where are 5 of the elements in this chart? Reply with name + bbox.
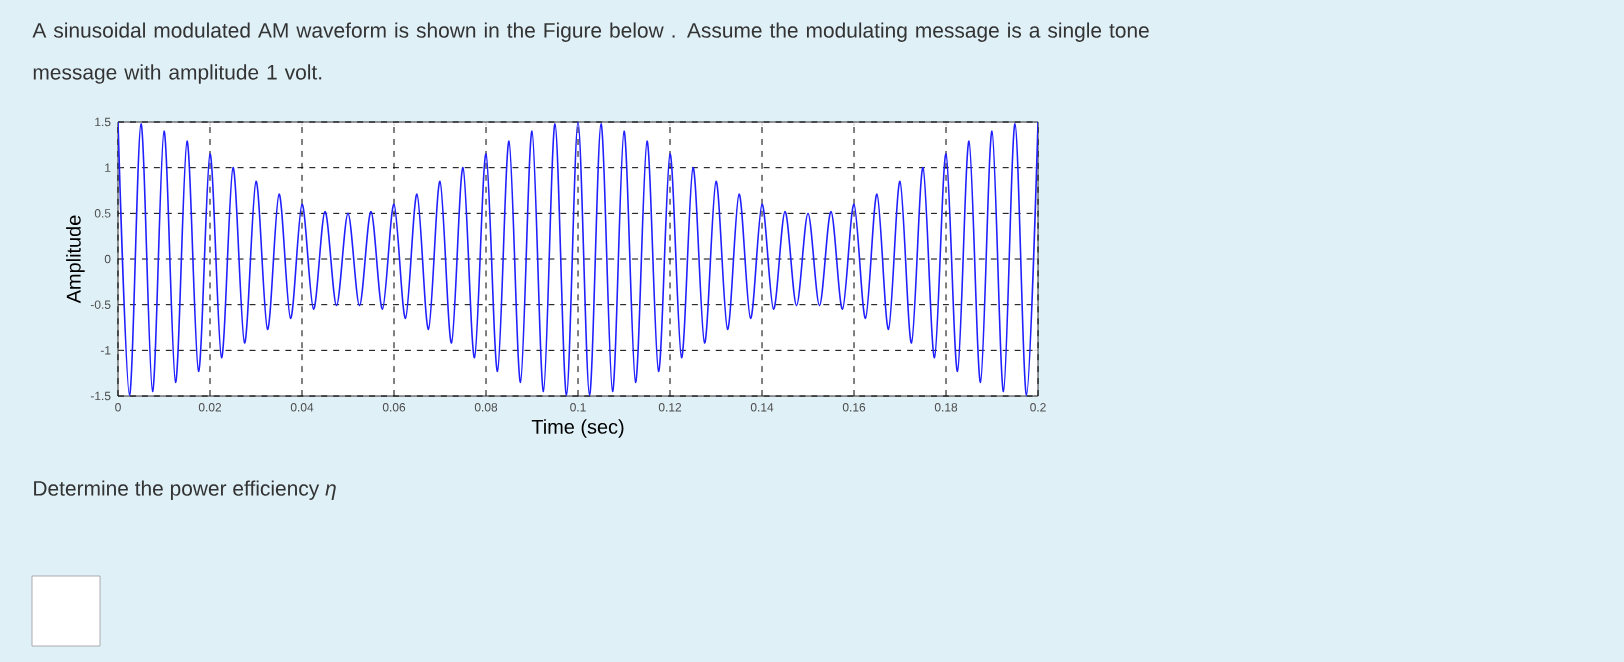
- x-axis-title: Time (sec): [531, 419, 624, 438]
- line-series: [118, 122, 1039, 396]
- y-axis-title: Amplitude: [66, 215, 85, 304]
- text: Determine the power efficiency η: [34, 480, 336, 500]
- chart-title: A sinusoidal modulated AM waveform is shown in the Figure below . Assume the modulating message is a single tone message with amplitude 1 volt.: [32, 22, 1149, 84]
